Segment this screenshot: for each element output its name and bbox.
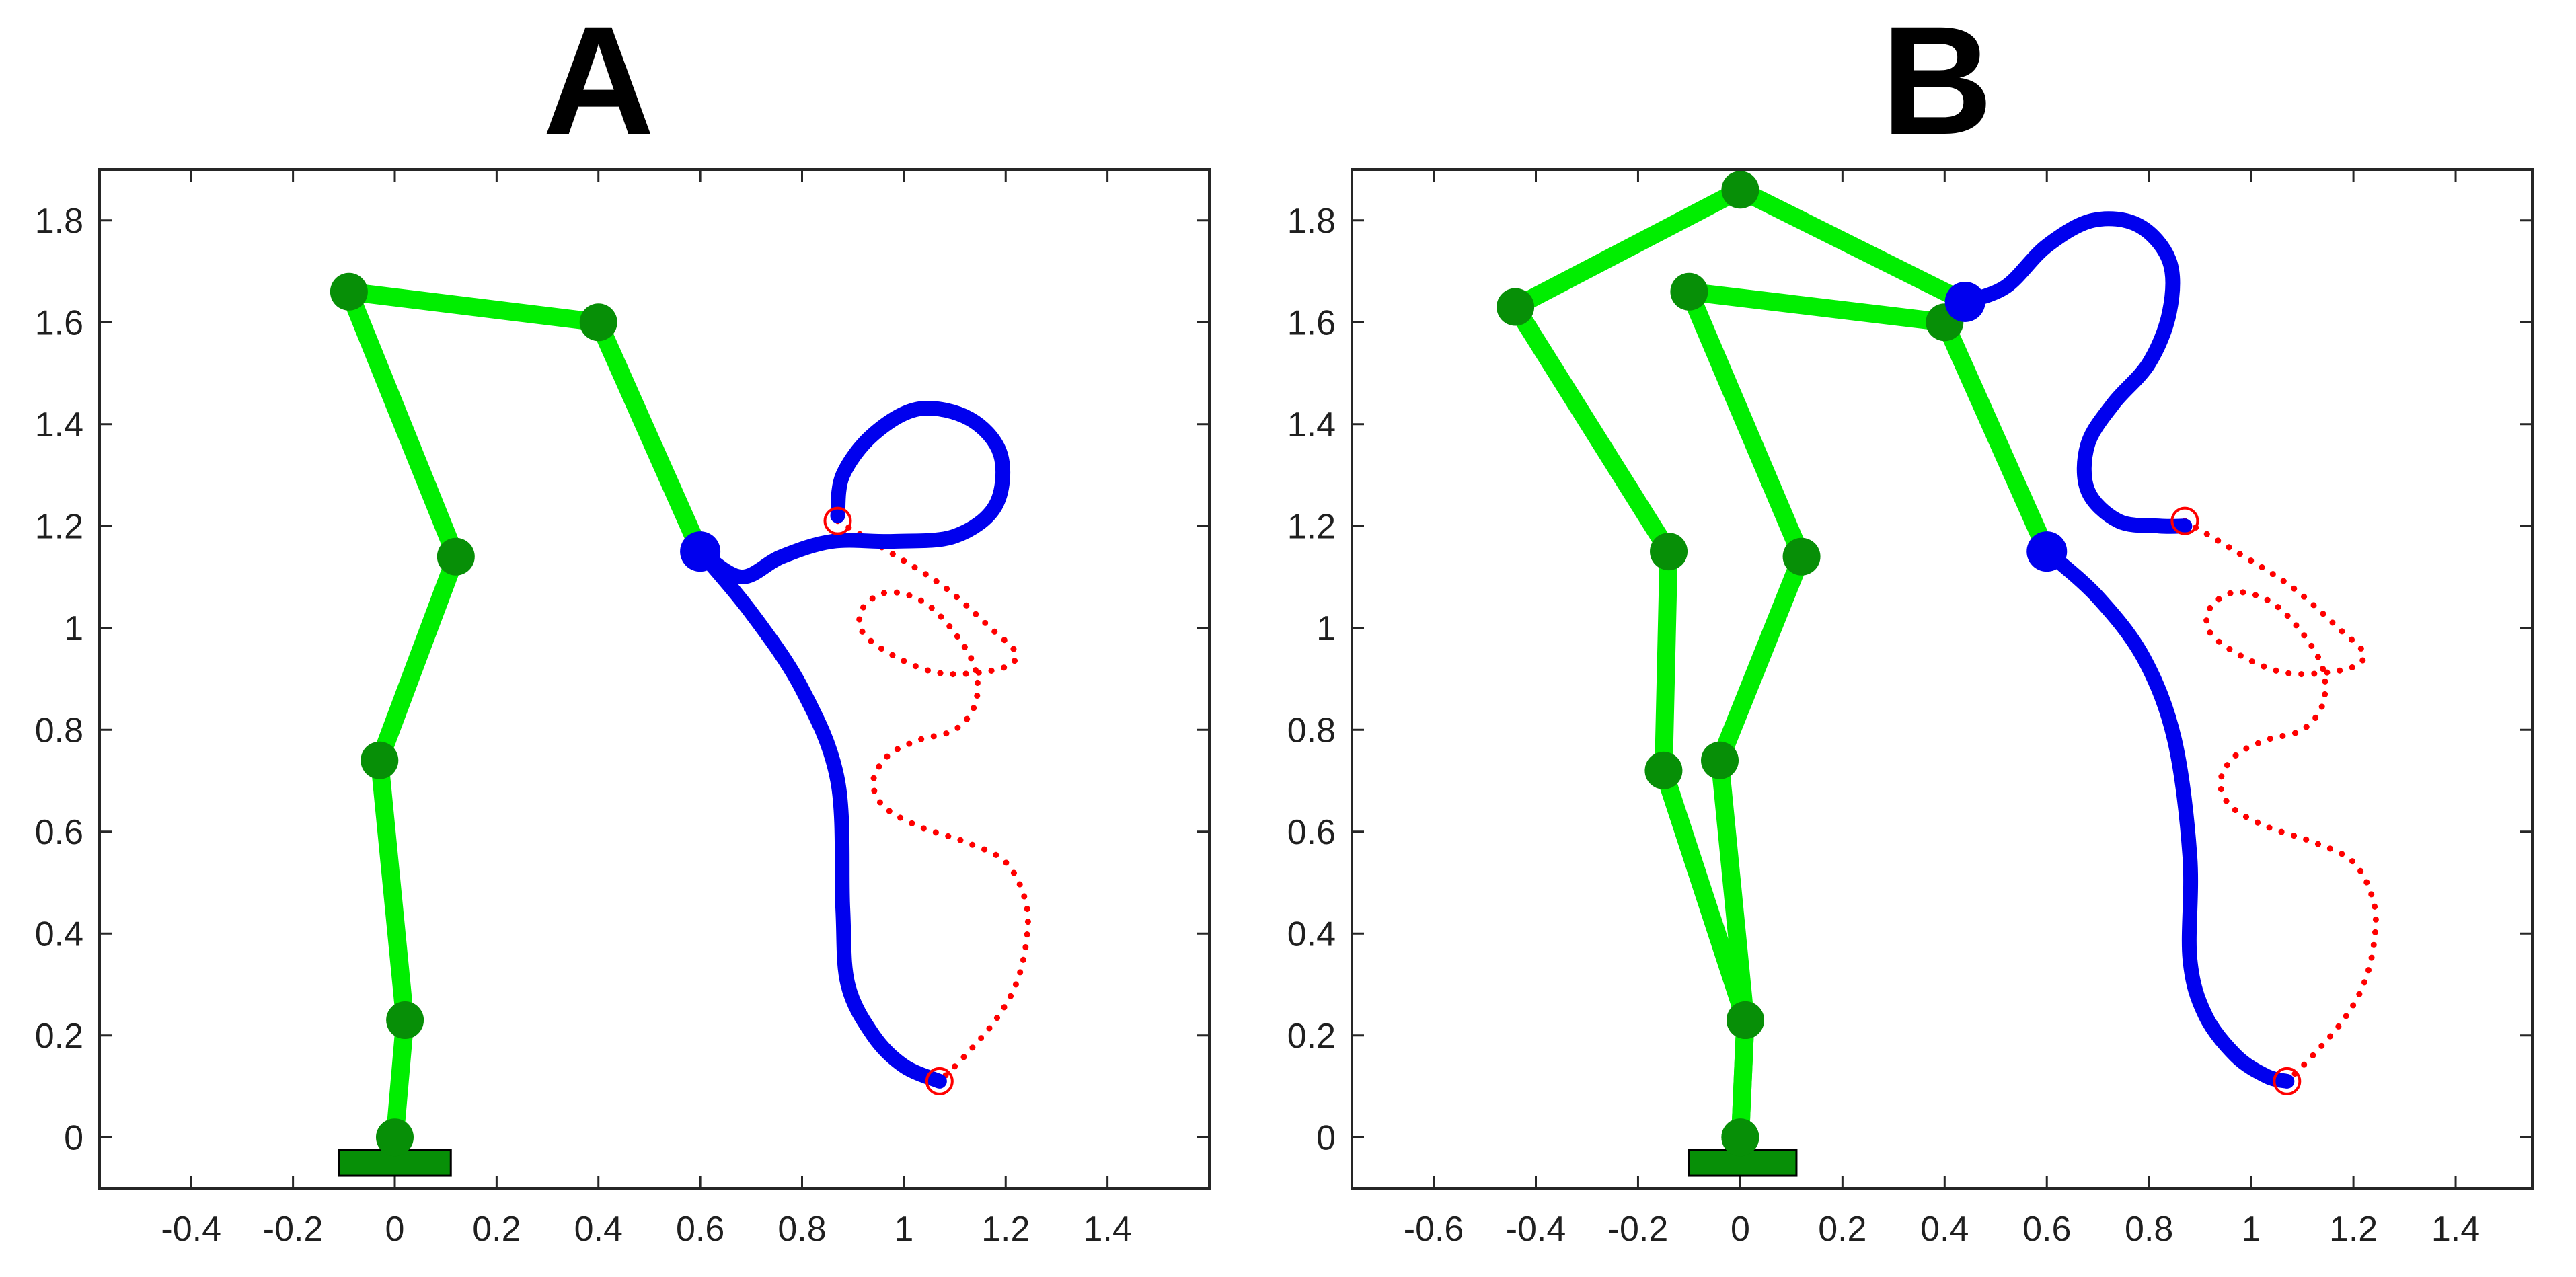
arm-link — [1710, 547, 1811, 770]
x-tick-label: 0 — [385, 1210, 405, 1249]
x-tick-label: 0.8 — [778, 1210, 826, 1249]
arm-joint — [579, 303, 617, 342]
end-effector — [2026, 531, 2068, 572]
x-tick-label: -0.2 — [263, 1210, 324, 1249]
arm-joint — [1497, 288, 1535, 326]
arm-joint — [1727, 1001, 1764, 1040]
y-tick-label: 0.4 — [1287, 915, 1336, 954]
end-effector — [1944, 281, 1985, 322]
y-tick-label: 0.2 — [35, 1017, 83, 1056]
x-tick-label: -0.2 — [1608, 1210, 1669, 1249]
end-effector — [680, 531, 721, 572]
y-tick-label: 0.4 — [35, 915, 83, 954]
x-tick-label: 0.6 — [676, 1210, 724, 1249]
arm-link — [1935, 313, 2056, 561]
arm-joint — [375, 1118, 414, 1157]
end-effector-trajectory — [1957, 211, 2193, 534]
x-tick-label: 0.4 — [1920, 1210, 1969, 1249]
axes-box — [1351, 168, 2534, 1190]
panel-a-title: A — [542, 0, 655, 167]
plot-a: -0.4 -0.2 0 0.2 0.4 0.6 0.8 1 1.2 1.4 0 0.2 0.4 0.6 0.… — [35, 168, 1211, 1249]
arm-joint — [1721, 171, 1759, 209]
x-tick-label: 0.2 — [1818, 1210, 1866, 1249]
arm-link — [1506, 298, 1678, 561]
y-tick-label: 0.8 — [1287, 711, 1336, 750]
arm-link — [340, 282, 608, 332]
x-tick-label: 1 — [2242, 1210, 2261, 1249]
arm-joint — [330, 272, 368, 311]
arm-link — [340, 282, 465, 566]
panel-a: A -0.4 -0.2 0 0.2 0.4 0.6 0.8 1 1.2 1.4 0 0.2 0.4 0.6… — [0, 0, 1278, 1277]
target-marker — [2273, 1067, 2302, 1095]
x-tick-label: 1.2 — [981, 1210, 1030, 1249]
arm-joint — [1644, 751, 1683, 789]
target-trajectory — [834, 518, 1031, 1085]
target-trajectory — [2181, 518, 2379, 1085]
arm-link — [589, 313, 710, 561]
arm-link — [1679, 282, 1811, 566]
arm-joint — [437, 537, 475, 576]
arm-link — [1654, 542, 1678, 780]
arm-link — [1679, 282, 1954, 332]
x-tick-label: 0.2 — [472, 1210, 521, 1249]
y-tick-label: 1.8 — [35, 202, 83, 241]
arm-joint — [1670, 272, 1708, 311]
end-effector-trajectory — [2039, 544, 2295, 1089]
arm-link — [1731, 180, 1975, 311]
y-tick-label: 0.6 — [35, 813, 83, 852]
arm-link — [370, 751, 414, 1030]
end-effector-trajectory — [693, 544, 947, 1089]
x-tick-label: 1.2 — [2329, 1210, 2378, 1249]
y-tick-label: 0.8 — [35, 711, 83, 750]
x-tick-label: -0.6 — [1404, 1210, 1464, 1249]
x-tick-label: 1.4 — [2431, 1210, 2480, 1249]
y-tick-label: 1.2 — [1287, 507, 1336, 546]
x-tick-label: 1.4 — [1083, 1210, 1131, 1249]
y-tick-label: 1 — [64, 609, 83, 648]
panel-b-title: B — [1881, 0, 1994, 167]
arm-joint — [386, 1001, 424, 1040]
x-tick-label: -0.4 — [1506, 1210, 1566, 1249]
arm-link — [370, 547, 465, 770]
target-marker — [2170, 506, 2199, 535]
y-tick-label: 1.8 — [1287, 202, 1336, 241]
y-tick-label: 0 — [1316, 1118, 1336, 1157]
arm-link — [385, 1011, 414, 1147]
arm-link — [1731, 1011, 1755, 1147]
y-tick-label: 1.6 — [1287, 303, 1336, 342]
arm-joint — [1782, 537, 1821, 576]
y-tick-label: 0 — [64, 1118, 83, 1157]
arm-link — [1710, 751, 1755, 1030]
x-tick-label: 0.4 — [574, 1210, 623, 1249]
target-marker — [925, 1067, 954, 1095]
x-tick-label: 0.6 — [2022, 1210, 2071, 1249]
y-tick-label: 0.2 — [1287, 1017, 1336, 1056]
y-tick-label: 1.6 — [35, 303, 83, 342]
y-tick-label: 1 — [1316, 609, 1336, 648]
arm-link — [1506, 180, 1749, 317]
panel-b: B -0.6 -0.4 -0.2 0 0.2 0.4 0.6 0.8 1 1.2 1.4 0 0.2 0.… — [1278, 0, 2576, 1277]
target-marker — [823, 506, 852, 535]
x-tick-label: 0 — [1731, 1210, 1750, 1249]
x-tick-label: 0.8 — [2125, 1210, 2173, 1249]
y-tick-label: 1.4 — [1287, 405, 1336, 444]
x-tick-label: 1 — [894, 1210, 913, 1249]
y-tick-label: 1.4 — [35, 405, 83, 444]
arm-joint — [1701, 741, 1739, 779]
arm-joint — [1650, 533, 1688, 571]
x-tick-label: -0.4 — [161, 1210, 221, 1249]
arm-link — [1654, 761, 1755, 1030]
end-effector-trajectory — [693, 401, 1011, 584]
arm-joint — [1721, 1118, 1759, 1157]
y-tick-label: 1.2 — [35, 507, 83, 546]
arm-joint — [361, 741, 399, 779]
plot-b: -0.6 -0.4 -0.2 0 0.2 0.4 0.6 0.8 1 1.2 1.4 0 0.2 0.4 0… — [1287, 168, 2534, 1249]
axes-box — [98, 168, 1211, 1190]
y-tick-label: 0.6 — [1287, 813, 1336, 852]
